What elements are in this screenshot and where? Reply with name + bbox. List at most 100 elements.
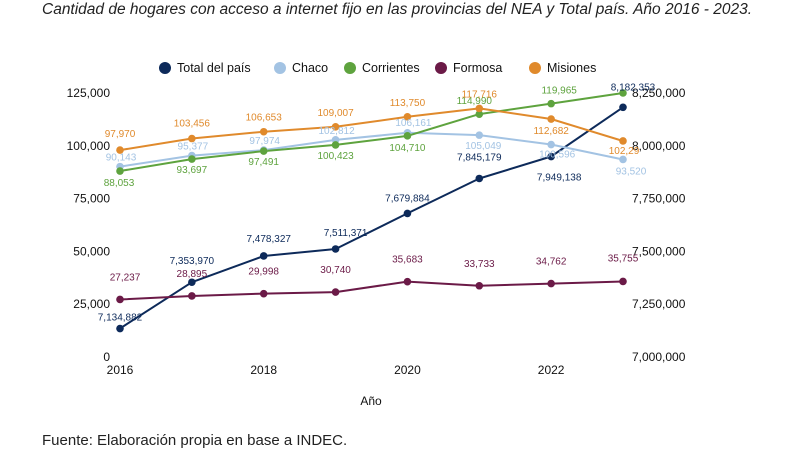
- legend-swatch: [529, 62, 541, 74]
- data-label: 106,653: [246, 113, 283, 124]
- legend-swatch: [344, 62, 356, 74]
- data-point: [331, 288, 340, 296]
- data-point: [475, 281, 484, 290]
- data-label: 93,697: [177, 165, 208, 176]
- data-label: 29,998: [248, 267, 279, 278]
- y-right-tick-label: 7,750,000: [632, 192, 686, 206]
- series-line: [119, 280, 624, 301]
- legend-label: Total del país: [177, 61, 251, 75]
- data-label: 106,161: [395, 118, 432, 129]
- legend-item: Corrientes: [344, 61, 420, 75]
- data-point: [188, 292, 196, 300]
- data-point: [547, 279, 555, 288]
- y-axis-left: 0 25,000 50,000 75,000 100,000 125,000: [67, 86, 111, 364]
- data-point: [259, 127, 268, 136]
- data-label: 97,970: [105, 129, 136, 140]
- data-label: 35,755: [608, 253, 639, 264]
- data-point: [116, 146, 124, 154]
- data-point: [331, 141, 340, 149]
- data-label: 90,143: [106, 153, 137, 164]
- data-label: 97,974: [249, 136, 280, 147]
- data-label: 103,456: [174, 119, 211, 130]
- series-line: [119, 92, 624, 172]
- data-label: 33,733: [464, 259, 495, 270]
- data-point: [403, 277, 412, 286]
- legend-item: Formosa: [435, 61, 502, 75]
- data-label: 30,740: [320, 265, 351, 276]
- series-line: [119, 131, 624, 168]
- y-left-tick-label: 50,000: [73, 244, 110, 258]
- x-tick-label: 2022: [538, 363, 565, 377]
- data-point: [403, 209, 412, 218]
- data-label: 7,353,970: [170, 256, 215, 267]
- data-point: [475, 110, 484, 118]
- data-label: 35,683: [392, 255, 423, 266]
- data-label: 102,812: [318, 126, 355, 137]
- y-left-tick-label: 75,000: [73, 192, 110, 206]
- y-right-tick-label: 7,500,000: [632, 244, 686, 258]
- legend-label: Chaco: [292, 61, 328, 75]
- legend-label: Misiones: [547, 61, 596, 75]
- data-label: 7,679,884: [385, 193, 430, 204]
- legend-swatch: [159, 62, 171, 74]
- x-axis-title: Año: [360, 394, 382, 408]
- legend-swatch: [274, 62, 286, 74]
- data-point: [116, 295, 124, 304]
- data-label: 102,29: [609, 146, 640, 157]
- data-point: [188, 134, 196, 143]
- data-point: [475, 131, 484, 139]
- data-point: [403, 112, 412, 121]
- data-label: 28,895: [177, 269, 208, 280]
- data-label: 27,237: [110, 272, 141, 283]
- data-point: [547, 152, 555, 161]
- legend-item: Misiones: [529, 61, 596, 75]
- data-point: [547, 140, 555, 149]
- y-left-tick-label: 25,000: [73, 297, 110, 311]
- x-tick-label: 2018: [250, 363, 277, 377]
- data-label: 117,716: [462, 89, 498, 100]
- data-label: 7,134,882: [98, 313, 143, 324]
- data-label: 100,423: [317, 151, 354, 162]
- data-label: 7,511,371: [324, 228, 368, 239]
- data-label: 104,710: [389, 143, 426, 154]
- y-right-tick-label: 7,000,000: [632, 350, 686, 364]
- data-point: [475, 104, 484, 113]
- data-point: [188, 278, 196, 287]
- data-point: [331, 245, 340, 253]
- data-label: 95,377: [178, 142, 209, 153]
- series-lines: [119, 92, 624, 330]
- data-point: [259, 289, 268, 298]
- data-label: 93,520: [616, 166, 647, 177]
- legend-label: Corrientes: [362, 61, 420, 75]
- data-labels: 7,134,882 7,353,970 7,478,327 7,511,371 7,67…: [98, 82, 656, 323]
- x-tick-label: 2016: [107, 363, 134, 377]
- y-axis-right: 7,000,000 7,250,000 7,500,000 7,750,000 8,00…: [632, 86, 686, 364]
- data-point: [116, 167, 124, 175]
- y-left-tick-label: 0: [103, 350, 110, 364]
- data-point: [619, 89, 627, 97]
- data-point: [619, 103, 627, 112]
- data-point: [403, 132, 412, 140]
- data-label: 7,845,179: [457, 152, 502, 163]
- series-line: [119, 107, 624, 152]
- legend-item: Chaco: [274, 61, 328, 75]
- data-label: 113,750: [390, 98, 426, 109]
- x-axis: 2016 2018 2020 2022: [107, 363, 565, 377]
- data-label: 7,949,138: [537, 173, 582, 184]
- y-right-tick-label: 7,250,000: [632, 297, 686, 311]
- data-label: 7,478,327: [246, 234, 291, 245]
- data-label: 88,053: [104, 178, 135, 189]
- data-point: [547, 115, 555, 123]
- y-right-tick-label: 8,000,000: [632, 139, 686, 153]
- data-point: [116, 324, 124, 333]
- data-label: 112,682: [533, 126, 569, 137]
- legend-swatch: [435, 62, 447, 74]
- data-label: 109,007: [317, 108, 354, 119]
- y-right-tick-label: 8,250,000: [632, 86, 686, 100]
- data-point: [475, 174, 484, 183]
- data-point: [188, 155, 196, 163]
- data-label: 119,965: [541, 86, 577, 97]
- data-label: 100,596: [539, 150, 576, 161]
- data-point: [619, 277, 627, 286]
